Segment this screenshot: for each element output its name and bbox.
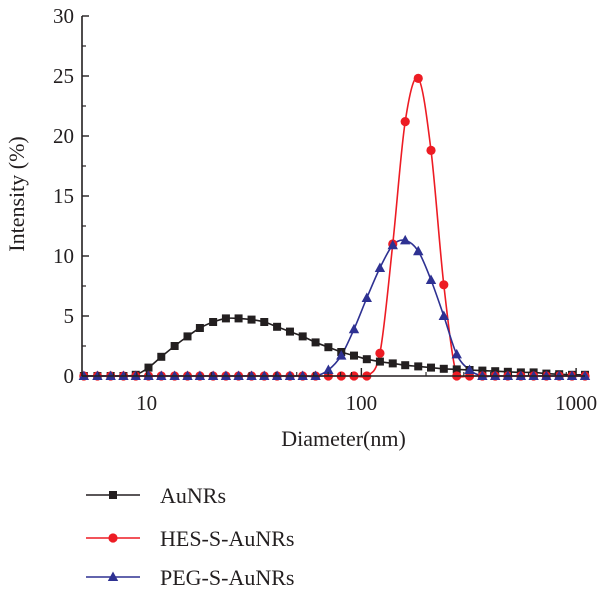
- legend-label: PEG-S-AuNRs: [160, 565, 294, 590]
- data-point-peg-s-aunrs: [361, 292, 373, 302]
- y-tick-label: 5: [64, 304, 75, 328]
- data-point-peg-s-aunrs: [387, 239, 398, 250]
- data-point-aunrs: [273, 322, 282, 331]
- plot-markers: [78, 73, 591, 381]
- data-point-aunrs: [234, 314, 243, 323]
- x-tick-label: 100: [346, 391, 378, 415]
- data-point-hes-s-aunrs: [426, 145, 436, 155]
- legend-marker: [109, 491, 117, 499]
- data-point-aunrs: [221, 314, 230, 323]
- data-point-peg-s-aunrs: [438, 310, 449, 320]
- data-point-hes-s-aunrs: [439, 280, 449, 290]
- data-point-aunrs: [311, 338, 320, 347]
- y-tick-label: 30: [53, 4, 74, 28]
- data-point-peg-s-aunrs: [374, 262, 386, 272]
- y-tick-label: 15: [53, 184, 74, 208]
- data-point-aunrs: [324, 343, 333, 352]
- data-point-aunrs: [350, 351, 359, 360]
- legend-marker: [107, 571, 119, 581]
- y-tick-label: 20: [53, 124, 74, 148]
- legend-marker: [108, 533, 118, 543]
- data-point-peg-s-aunrs: [348, 323, 360, 334]
- data-point-peg-s-aunrs: [451, 348, 462, 359]
- data-point-aunrs: [195, 324, 204, 332]
- data-point-aunrs: [144, 363, 153, 372]
- y-tick-label: 25: [53, 64, 74, 88]
- data-point-aunrs: [209, 318, 218, 326]
- data-point-aunrs: [414, 362, 423, 371]
- data-point-aunrs: [401, 361, 410, 370]
- data-point-aunrs: [388, 359, 397, 368]
- x-axis-label: Diameter(nm): [281, 426, 406, 451]
- y-tick-label: 0: [64, 364, 75, 388]
- x-tick-label: 1000: [555, 391, 597, 415]
- tick-labels: 0 5 10 15 20 25 30 10 100 1000: [53, 4, 597, 415]
- axes: [81, 15, 585, 377]
- data-point-aunrs: [452, 365, 461, 374]
- data-point-aunrs: [375, 357, 384, 366]
- data-point-aunrs: [285, 327, 294, 336]
- data-point-peg-s-aunrs: [425, 274, 437, 284]
- x-tick-label: 10: [136, 391, 157, 415]
- data-point-peg-s-aunrs: [413, 245, 424, 256]
- data-point-aunrs: [427, 363, 436, 372]
- y-axis-label: Intensity (%): [4, 136, 29, 251]
- data-point-aunrs: [439, 364, 448, 373]
- data-point-peg-s-aunrs: [323, 364, 334, 374]
- series-line-hes-s-aunrs: [83, 76, 585, 378]
- data-point-peg-s-aunrs: [464, 364, 475, 374]
- data-point-aunrs: [157, 352, 166, 361]
- data-point-aunrs: [183, 332, 192, 341]
- data-point-aunrs: [362, 355, 371, 364]
- data-point-hes-s-aunrs: [400, 117, 410, 127]
- data-point-aunrs: [247, 315, 256, 324]
- data-point-aunrs: [260, 318, 269, 326]
- data-point-peg-s-aunrs: [336, 350, 347, 360]
- legend-label: AuNRs: [160, 483, 226, 508]
- plot-lines: [83, 76, 586, 378]
- series-line-aunrs: [83, 317, 586, 377]
- y-tick-label: 10: [53, 244, 74, 268]
- data-point-hes-s-aunrs: [375, 348, 385, 358]
- data-point-aunrs: [170, 342, 179, 350]
- legend: AuNRs HES-S-AuNRs PEG-S-AuNRs: [86, 483, 294, 590]
- data-point-hes-s-aunrs: [413, 73, 423, 83]
- data-point-peg-s-aunrs: [400, 234, 411, 245]
- legend-label: HES-S-AuNRs: [160, 526, 294, 551]
- data-point-aunrs: [298, 332, 307, 341]
